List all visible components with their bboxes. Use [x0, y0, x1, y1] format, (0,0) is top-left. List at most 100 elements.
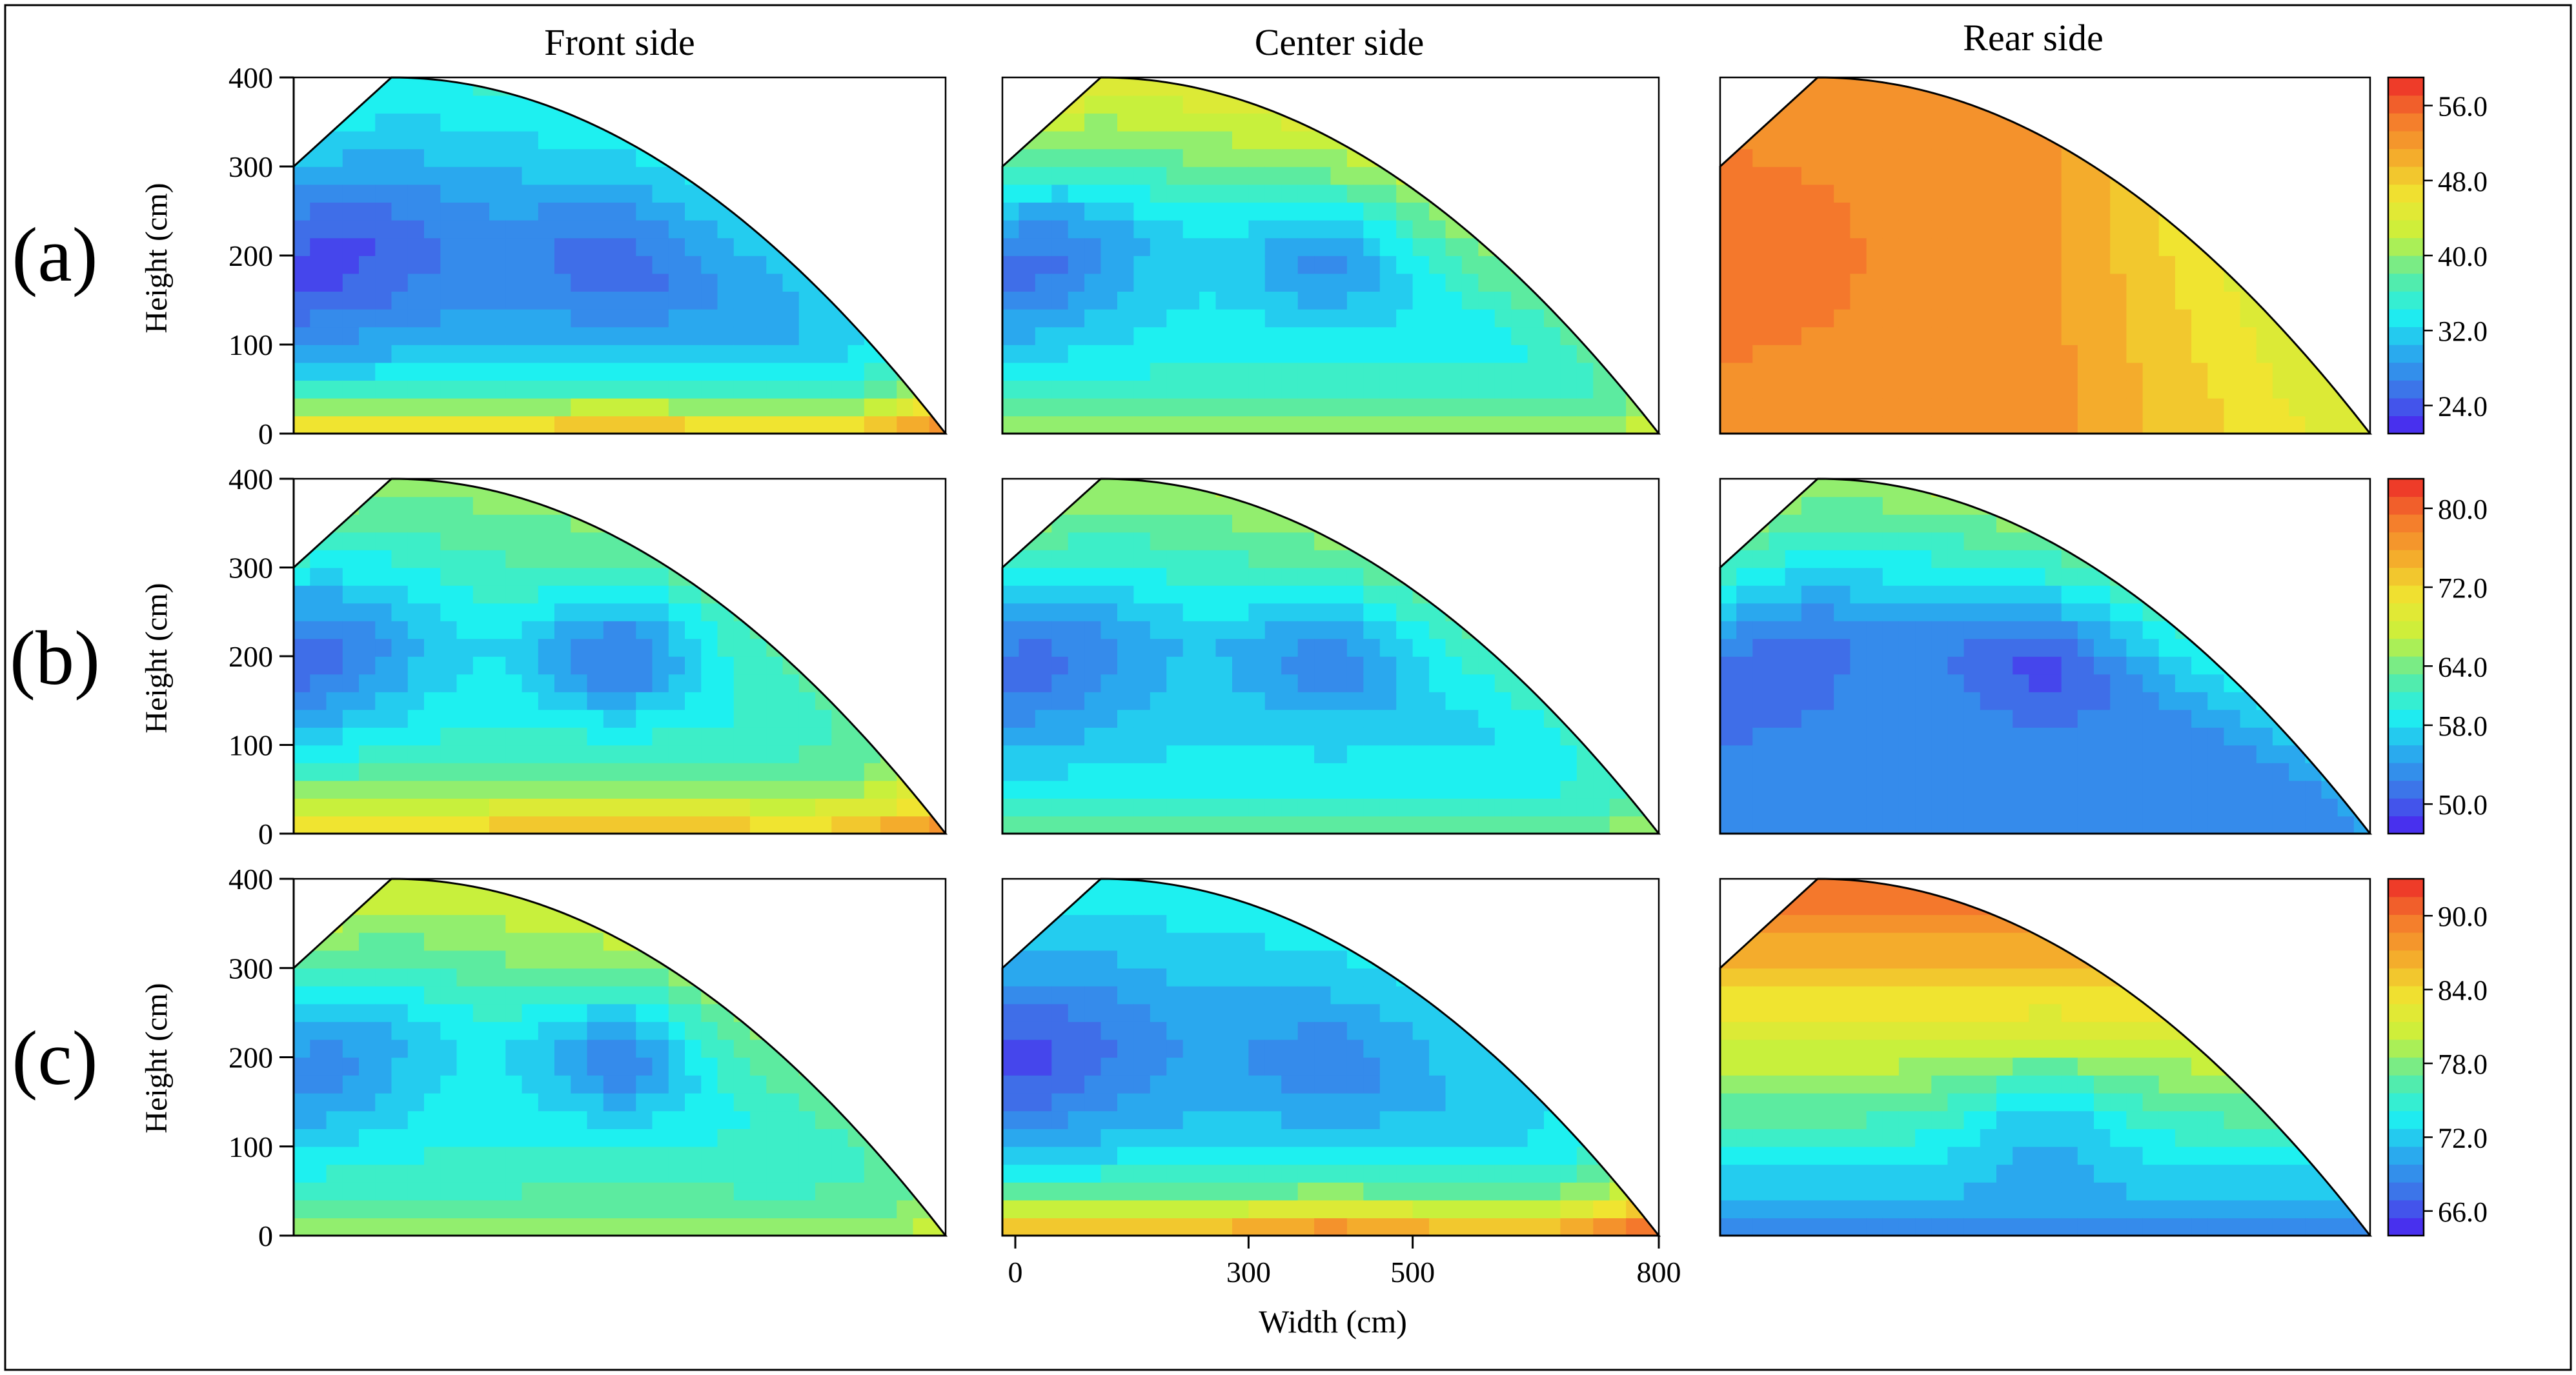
contour-cell — [1232, 237, 1250, 256]
contour-cell — [1429, 237, 1446, 256]
contour-cell — [1898, 416, 1916, 434]
contour-cell — [815, 763, 833, 781]
contour-cell — [1882, 326, 1900, 345]
contour-cell — [1100, 308, 1118, 328]
contour-cell — [636, 380, 653, 399]
contour-cell — [1915, 745, 1932, 763]
contour-cell — [2207, 709, 2225, 728]
contour-cell — [620, 362, 637, 381]
contour-cell — [2158, 291, 2176, 310]
contour-cell — [1818, 77, 1835, 96]
contour-cell — [815, 308, 833, 328]
contour-cell — [1281, 130, 1299, 150]
contour-cell — [2142, 362, 2160, 381]
contour-cell — [847, 745, 865, 763]
contour-cell — [2224, 727, 2241, 746]
contour-cell — [1801, 532, 1818, 550]
contour-cell — [636, 219, 653, 239]
contour-cell — [685, 202, 702, 221]
contour-cell — [472, 638, 490, 657]
contour-cell — [1931, 184, 1949, 203]
contour-cell — [1248, 291, 1266, 310]
contour-cell — [913, 416, 930, 434]
contour-cell — [1445, 780, 1463, 799]
contour-cell — [1019, 674, 1036, 692]
contour-cell — [668, 674, 685, 692]
contour-cell — [701, 326, 718, 345]
contour-cell — [782, 709, 800, 728]
contour-cell — [472, 780, 490, 799]
contour-cell — [2126, 798, 2144, 817]
contour-cell — [1215, 130, 1233, 150]
contour-cell — [489, 727, 507, 746]
contour-cell — [1166, 496, 1184, 515]
contour-cell — [1396, 638, 1414, 657]
contour-cell — [1346, 585, 1364, 604]
contour-cell — [1478, 416, 1496, 434]
contour-cell — [1264, 532, 1282, 550]
contour-cell — [571, 362, 588, 381]
contour-cell — [1609, 798, 1627, 817]
contour-cell — [717, 745, 735, 763]
contour-cell — [456, 113, 474, 132]
contour-cell — [668, 709, 685, 728]
contour-cell — [571, 130, 588, 150]
contour-cell — [522, 362, 539, 381]
contour-cell — [2077, 291, 2094, 310]
contour-cell — [1215, 397, 1233, 417]
contour-cell — [1314, 798, 1332, 817]
contour-cell — [1818, 256, 1835, 274]
contour-cell — [1461, 308, 1479, 328]
contour-cell — [1100, 709, 1118, 728]
contour-cell — [1379, 256, 1397, 274]
contour-cell — [326, 985, 343, 1005]
contour-cell — [489, 95, 507, 114]
contour-cell — [310, 567, 327, 586]
contour-cell — [472, 674, 490, 692]
contour-cell — [391, 184, 409, 203]
contour-cell — [1834, 397, 1851, 417]
contour-cell — [1215, 674, 1233, 692]
contour-cell — [587, 291, 604, 310]
contour-cell — [1980, 219, 1997, 239]
contour-cell — [717, 780, 735, 799]
contour-cell — [603, 763, 620, 781]
contour-cell — [1330, 798, 1348, 817]
contour-cell — [1785, 709, 1802, 728]
contour-cell — [1544, 362, 1561, 381]
contour-cell — [2061, 397, 2078, 417]
contour-cell — [1182, 798, 1200, 817]
contour-cell — [1166, 95, 1184, 114]
contour-cell — [571, 416, 588, 434]
contour-cell — [1801, 362, 1818, 381]
contour-cell — [766, 816, 784, 834]
contour-cell — [1363, 798, 1381, 817]
contour-cell — [1166, 585, 1184, 604]
contour-cell — [375, 380, 392, 399]
contour-cell — [2094, 256, 2111, 274]
contour-cell — [391, 763, 409, 781]
contour-cell — [2077, 709, 2094, 728]
contour-cell — [375, 745, 392, 763]
contour-cell — [831, 345, 849, 363]
contour-cell — [636, 585, 653, 604]
contour-cell — [587, 130, 604, 150]
contour-cell — [1314, 816, 1332, 834]
contour-cell — [1166, 567, 1184, 586]
contour-cell — [1133, 727, 1151, 746]
contour-cell — [1297, 816, 1315, 834]
contour-cell — [1133, 237, 1151, 256]
contour-cell — [538, 621, 555, 639]
contour-cell — [1264, 674, 1282, 692]
contour-cell — [424, 603, 441, 621]
contour-cell — [1150, 816, 1167, 834]
contour-cell — [2289, 763, 2306, 781]
contour-cell — [342, 1199, 360, 1219]
contour-cell — [310, 256, 327, 274]
contour-cell — [1980, 603, 1997, 621]
contour-cell — [1785, 567, 1802, 586]
contour-cell — [1182, 550, 1200, 568]
contour-cell — [1915, 496, 1932, 515]
contour-cell — [294, 727, 311, 746]
contour-cell — [2240, 816, 2257, 834]
